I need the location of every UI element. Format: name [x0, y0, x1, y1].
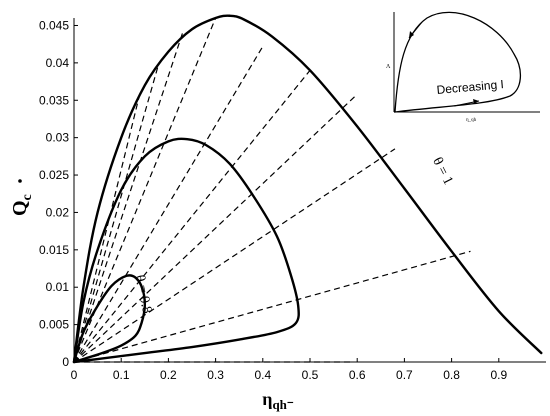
- y-tick-label: 0.045: [39, 18, 69, 32]
- x-tick-label: 0.5: [302, 368, 319, 382]
- x-tick-label: 0: [71, 368, 78, 382]
- inset-y-label: Λ: [386, 64, 391, 70]
- series-curve-2: [72, 137, 300, 364]
- x-tick-label: 0.1: [113, 368, 130, 382]
- x-tick-label: 0.4: [254, 368, 271, 382]
- dashed-line: [73, 32, 184, 363]
- y-tick-label: 0.035: [39, 93, 69, 107]
- x-tick-label: 0.2: [160, 368, 177, 382]
- x-tick-label: 0.7: [396, 368, 413, 382]
- annotation-theta-0-8: θ = 0.8: [131, 274, 154, 315]
- inset-background: [382, 8, 544, 118]
- x-tick-label: 0.9: [490, 368, 507, 382]
- ylabel-dot: [18, 179, 22, 183]
- annotation-theta-1: θ = 1: [429, 155, 455, 187]
- dashed-line: [73, 69, 311, 363]
- y-tick-label: 0.025: [39, 168, 69, 182]
- dashed-line: [73, 46, 264, 363]
- inset-legend-text: Decreasing I: [436, 77, 504, 97]
- dashed-line: [73, 250, 471, 363]
- inset-x-label: η_qh: [466, 118, 477, 123]
- y-tick-label: 0.03: [46, 131, 70, 145]
- y-tick-label: 0.01: [46, 280, 70, 294]
- dashed-line: [73, 93, 358, 363]
- y-axis-title: Qc: [9, 194, 35, 216]
- inset-arrow-head-2: [473, 99, 479, 104]
- curves: [72, 14, 543, 364]
- y-tick-label: 0.005: [39, 318, 69, 332]
- dashed-line: [73, 92, 141, 363]
- y-tick-label: 0.015: [39, 243, 69, 257]
- x-tick-label: 0.3: [207, 368, 224, 382]
- tick-labels: 0 0.1 0.2 0.3 0.4 0.5 0.6 0.7 0.8 0.9 0 0.005 0.01 0.…: [39, 18, 507, 382]
- y-tick-label: 0.04: [46, 56, 70, 70]
- dashed-lines: [73, 17, 471, 363]
- y-tick-label: 0: [62, 355, 69, 369]
- inset-curve: [394, 11, 521, 113]
- series-curve-3: [72, 274, 147, 364]
- dashed-line: [73, 148, 396, 363]
- x-tick-label: 0.8: [443, 368, 460, 382]
- y-tick-label: 0.02: [46, 205, 70, 219]
- inset-arrow-head-1: [409, 31, 414, 38]
- x-tick-label: 0.6: [349, 368, 366, 382]
- inset: Decreasing I Λη_qh: [382, 8, 544, 123]
- dashed-line: [73, 62, 160, 363]
- x-axis-title: ηqh⁻: [262, 389, 294, 412]
- series-curve-1: [72, 14, 543, 364]
- annotations: θ = 1 θ = 0.8: [131, 155, 455, 315]
